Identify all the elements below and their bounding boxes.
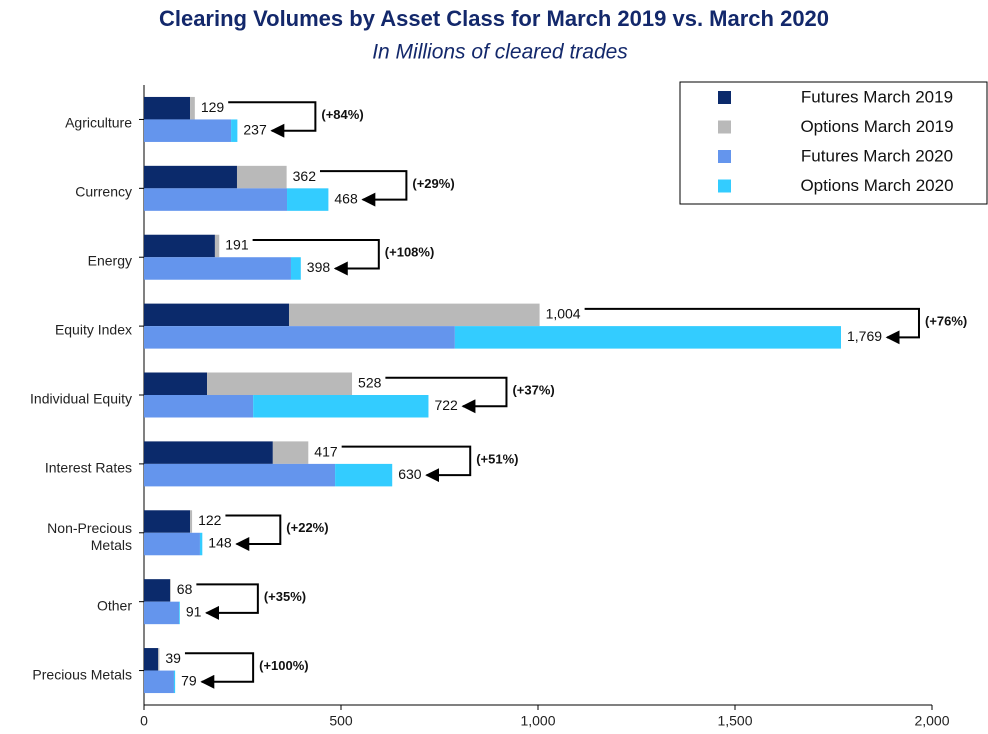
total-label: 39 bbox=[165, 650, 181, 666]
bar-segment bbox=[144, 326, 455, 349]
total-label: 468 bbox=[334, 190, 358, 206]
chart-title: Clearing Volumes by Asset Class for Marc… bbox=[159, 6, 829, 31]
change-bracket bbox=[341, 445, 472, 483]
total-label: 68 bbox=[177, 581, 193, 597]
total-label: 398 bbox=[307, 259, 331, 275]
bar-segment bbox=[253, 395, 429, 418]
bar-segment bbox=[144, 234, 215, 258]
bar-segment bbox=[272, 441, 309, 464]
bar-segment bbox=[144, 372, 208, 395]
total-label: 237 bbox=[243, 121, 267, 137]
y-tick-label: Other bbox=[96, 597, 132, 614]
bar-segment bbox=[144, 119, 232, 142]
bar-segment bbox=[144, 510, 191, 533]
change-label: (+22%) bbox=[286, 520, 328, 535]
total-label: 630 bbox=[398, 466, 422, 482]
bar-segment bbox=[144, 601, 180, 625]
total-label: 129 bbox=[201, 99, 225, 115]
bar-segment bbox=[179, 601, 180, 625]
legend-label: Futures March 2019 bbox=[801, 87, 953, 106]
bar-segment bbox=[144, 670, 174, 694]
bar-segment bbox=[287, 188, 329, 211]
bar-segment bbox=[190, 96, 195, 120]
change-label: (+29%) bbox=[412, 176, 454, 191]
bar-segment bbox=[190, 510, 193, 533]
legend-swatch bbox=[718, 120, 731, 134]
y-tick-label: Interest Rates bbox=[44, 459, 132, 476]
bar-segment bbox=[231, 119, 238, 142]
y-tick-label: Energy bbox=[87, 252, 132, 269]
y-tick-label: Precious Metals bbox=[32, 666, 132, 683]
change-bracket bbox=[184, 652, 255, 689]
bar-segment bbox=[144, 188, 288, 211]
bar-segment bbox=[144, 96, 191, 120]
legend-swatch bbox=[718, 150, 731, 163]
x-tick-label: 0 bbox=[140, 713, 148, 729]
x-tick-label: 500 bbox=[329, 713, 353, 729]
bar-segment bbox=[144, 303, 289, 327]
total-label: 191 bbox=[225, 237, 249, 253]
chart-subtitle: In Millions of cleared trades bbox=[372, 41, 628, 64]
bar-segment bbox=[144, 532, 200, 556]
change-bracket bbox=[319, 170, 408, 207]
bar-segment bbox=[144, 648, 159, 671]
y-tick-label: Individual Equity bbox=[30, 390, 132, 407]
bar-segment bbox=[288, 303, 540, 327]
change-bracket bbox=[225, 514, 282, 552]
bar-segment bbox=[335, 463, 393, 487]
bar-segment bbox=[170, 579, 171, 602]
y-tick-label: Non-Precious Metals bbox=[47, 519, 132, 553]
bar-segment bbox=[199, 532, 203, 556]
bar-segment bbox=[158, 648, 160, 671]
change-bracket bbox=[385, 376, 508, 414]
total-label: 148 bbox=[208, 535, 232, 551]
total-label: 417 bbox=[314, 443, 338, 459]
legend-swatch bbox=[718, 91, 731, 104]
bar-segment bbox=[173, 670, 176, 694]
legend-label: Futures March 2020 bbox=[801, 146, 953, 165]
change-label: (+76%) bbox=[925, 314, 967, 329]
bar-segment bbox=[144, 441, 273, 464]
total-label: 722 bbox=[434, 397, 458, 413]
change-label: (+37%) bbox=[512, 382, 554, 397]
y-tick-label: Equity Index bbox=[54, 321, 132, 338]
total-label: 528 bbox=[358, 374, 382, 390]
bar-segment bbox=[214, 234, 220, 258]
change-bracket bbox=[228, 101, 317, 138]
bar-segment bbox=[144, 395, 254, 418]
legend-swatch bbox=[718, 179, 731, 193]
bar-segment bbox=[144, 463, 336, 487]
legend-box bbox=[679, 81, 988, 205]
bar-segment bbox=[236, 165, 287, 189]
change-label: (+100%) bbox=[259, 658, 309, 673]
total-label: 1,769 bbox=[847, 328, 882, 344]
change-label: (+84%) bbox=[321, 107, 363, 122]
change-label: (+35%) bbox=[264, 589, 306, 604]
bar-segment bbox=[290, 257, 301, 280]
total-label: 362 bbox=[293, 168, 317, 184]
bar-segment bbox=[207, 372, 353, 395]
bar-segment bbox=[144, 257, 291, 280]
x-tick-label: 1,000 bbox=[520, 713, 555, 729]
legend-label: Options March 2020 bbox=[800, 176, 953, 195]
y-tick-label: Agriculture bbox=[65, 114, 132, 131]
change-bracket bbox=[584, 307, 920, 345]
legend-label: Options March 2019 bbox=[800, 117, 953, 136]
x-tick-label: 1,500 bbox=[717, 713, 752, 729]
y-tick-label: Currency bbox=[75, 183, 132, 200]
total-label: 122 bbox=[198, 512, 222, 528]
change-label: (+108%) bbox=[385, 245, 435, 260]
x-tick-label: 2,000 bbox=[914, 713, 949, 729]
change-bracket bbox=[252, 238, 380, 276]
change-label: (+51%) bbox=[476, 451, 518, 466]
total-label: 79 bbox=[181, 673, 197, 689]
bar-segment bbox=[454, 326, 841, 349]
change-bracket bbox=[196, 583, 259, 620]
total-label: 91 bbox=[186, 604, 202, 620]
bar-segment bbox=[144, 579, 171, 602]
total-label: 1,004 bbox=[546, 306, 581, 322]
bar-segment bbox=[144, 165, 237, 189]
